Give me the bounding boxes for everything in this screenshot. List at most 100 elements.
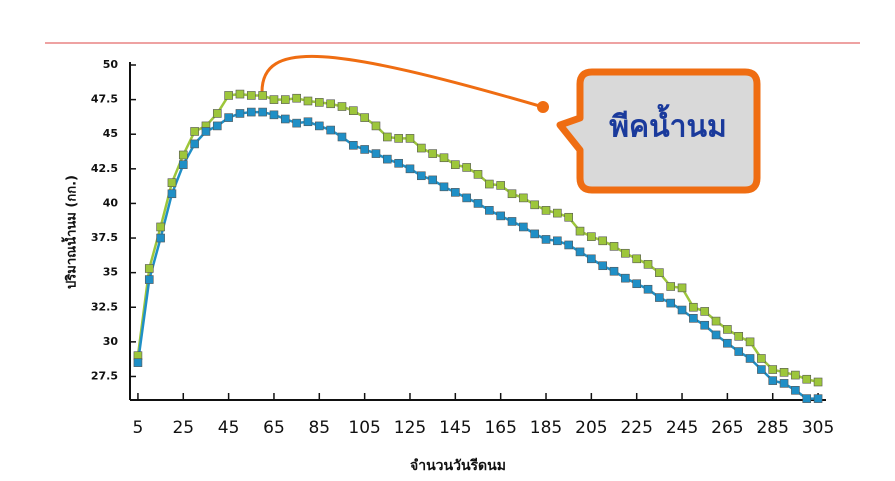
callout-connector [260, 54, 544, 109]
annotation: พีคน้ำนม [609, 104, 726, 145]
x-tick-label: 165 [484, 418, 516, 438]
point-marker [575, 226, 585, 236]
y-tick-label: 47.5 [91, 93, 118, 106]
callout-box [556, 68, 761, 194]
point-marker [246, 91, 256, 100]
point-marker [439, 153, 449, 163]
x-axis-label: จำนวนวันรีดนม [410, 458, 506, 474]
point-marker [643, 260, 653, 269]
callout-dot [537, 101, 549, 113]
point-marker [360, 113, 369, 122]
point-marker [655, 268, 664, 277]
point-marker [462, 193, 471, 203]
point-marker [745, 354, 755, 363]
point-marker [711, 330, 721, 340]
point-marker [326, 99, 335, 109]
point-marker [700, 307, 710, 316]
point-marker [167, 178, 177, 187]
point-marker [609, 266, 619, 276]
x-tick-label: 225 [620, 418, 652, 438]
point-marker [564, 240, 573, 250]
point-marker [451, 160, 460, 169]
point-marker [303, 117, 313, 127]
x-tick-label: 285 [756, 418, 788, 438]
point-marker [473, 170, 483, 179]
point-marker [711, 316, 721, 326]
y-tick-label: 45 [103, 127, 118, 140]
y-tick-label: 50 [103, 58, 119, 71]
point-marker [371, 121, 381, 131]
point-marker [655, 293, 664, 302]
point-marker [462, 163, 471, 172]
y-tick-label: 32.5 [91, 300, 118, 313]
point-marker [394, 134, 403, 143]
point-marker [405, 164, 415, 174]
x-tick-label: 125 [394, 418, 426, 438]
point-marker [326, 125, 335, 135]
point-marker [212, 109, 222, 118]
point-marker [224, 91, 233, 100]
point-marker [621, 248, 630, 258]
point-marker [677, 305, 687, 315]
point-marker [258, 91, 267, 100]
point-marker [190, 139, 199, 149]
point-marker [337, 102, 347, 111]
point-marker [757, 365, 766, 374]
point-marker [212, 121, 222, 131]
point-marker [734, 347, 744, 356]
x-tick-label: 265 [711, 418, 743, 438]
point-marker [349, 140, 358, 150]
point-marker [383, 154, 392, 164]
point-marker [167, 189, 177, 199]
point-marker [723, 325, 732, 334]
point-marker [553, 208, 562, 218]
point-marker [530, 200, 539, 210]
y-tick-label: 42.5 [91, 162, 118, 175]
point-marker [360, 145, 369, 154]
point-marker [235, 89, 245, 99]
point-marker [745, 337, 755, 347]
point-marker [246, 107, 256, 117]
point-marker [734, 332, 744, 341]
point-marker [269, 110, 279, 120]
point-marker [621, 273, 630, 283]
point-marker [768, 365, 778, 374]
point-marker [757, 354, 766, 363]
point-marker [553, 236, 562, 246]
point-marker [519, 222, 528, 232]
point-marker [813, 394, 823, 403]
point-marker [371, 149, 381, 158]
point-marker [587, 254, 596, 264]
point-marker [779, 379, 789, 388]
point-marker [485, 179, 494, 189]
point-marker [768, 376, 778, 385]
point-marker [779, 368, 789, 377]
point-marker [439, 182, 449, 192]
point-marker [144, 275, 154, 284]
point-marker [315, 121, 324, 131]
y-tick-label: 27.5 [91, 369, 118, 382]
point-marker [587, 232, 596, 241]
point-marker [133, 358, 143, 367]
y-tick-label: 40 [103, 196, 119, 209]
point-marker [315, 98, 324, 107]
point-marker [666, 282, 676, 291]
y-tick-label: 37.5 [91, 231, 118, 244]
x-tick-label: 145 [439, 418, 471, 438]
point-marker [451, 188, 460, 197]
point-marker [541, 206, 551, 215]
x-tick-label: 105 [348, 418, 380, 438]
point-marker [337, 132, 347, 142]
y-tick-label: 35 [103, 266, 118, 279]
point-marker [666, 298, 676, 308]
x-tick-label: 85 [308, 418, 330, 438]
point-marker [496, 181, 505, 190]
x-tick-label: 245 [666, 418, 698, 438]
point-marker [802, 394, 812, 403]
point-marker [156, 233, 165, 243]
point-marker [428, 149, 437, 158]
point-marker [643, 284, 653, 294]
point-marker [417, 171, 426, 181]
point-marker [178, 160, 188, 169]
